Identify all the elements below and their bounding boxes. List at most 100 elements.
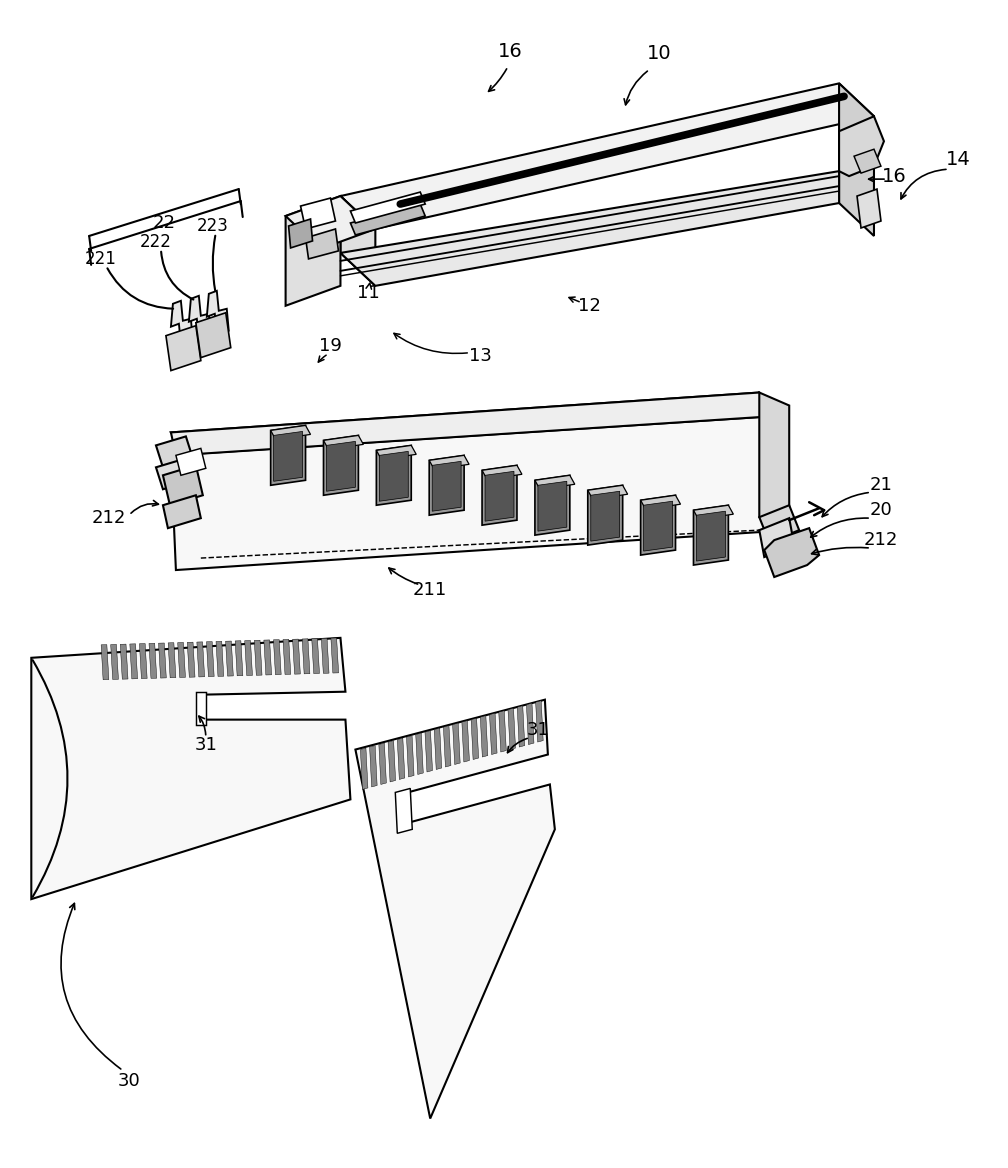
Polygon shape (482, 465, 522, 479)
Polygon shape (341, 172, 839, 286)
Polygon shape (517, 705, 525, 748)
Polygon shape (429, 456, 464, 515)
Polygon shape (285, 196, 375, 249)
Polygon shape (188, 296, 211, 339)
Polygon shape (139, 644, 147, 679)
Polygon shape (327, 442, 356, 492)
Text: 10: 10 (647, 44, 672, 63)
Polygon shape (538, 481, 566, 531)
Text: 30: 30 (118, 1071, 140, 1090)
Text: 222: 222 (140, 232, 172, 251)
Polygon shape (444, 725, 451, 767)
Polygon shape (187, 642, 195, 677)
Polygon shape (207, 291, 229, 334)
Polygon shape (302, 639, 309, 674)
Polygon shape (254, 640, 262, 675)
Polygon shape (453, 723, 461, 765)
Text: 22: 22 (152, 214, 175, 232)
Text: 12: 12 (579, 297, 601, 314)
Polygon shape (432, 461, 461, 512)
Polygon shape (245, 640, 252, 675)
Polygon shape (694, 506, 729, 565)
Polygon shape (641, 495, 675, 555)
Polygon shape (415, 734, 423, 774)
Polygon shape (270, 425, 310, 439)
Polygon shape (482, 465, 517, 526)
Polygon shape (305, 229, 339, 259)
Polygon shape (273, 431, 302, 481)
Polygon shape (481, 716, 488, 757)
Polygon shape (156, 458, 193, 489)
Polygon shape (196, 313, 231, 357)
Polygon shape (490, 714, 497, 755)
Polygon shape (163, 465, 203, 506)
Polygon shape (388, 741, 395, 781)
Polygon shape (156, 437, 193, 467)
Text: 31: 31 (195, 736, 218, 753)
Text: 221: 221 (85, 250, 117, 267)
Text: 223: 223 (197, 217, 229, 235)
Polygon shape (425, 731, 432, 772)
Polygon shape (839, 117, 884, 176)
Polygon shape (376, 445, 416, 459)
Text: 212: 212 (864, 531, 898, 549)
Polygon shape (288, 220, 312, 248)
Polygon shape (177, 642, 185, 677)
Polygon shape (226, 641, 233, 676)
Polygon shape (311, 639, 320, 674)
Polygon shape (588, 485, 623, 545)
Polygon shape (101, 645, 109, 680)
Polygon shape (235, 641, 243, 676)
Polygon shape (171, 301, 193, 343)
Polygon shape (857, 189, 881, 228)
Polygon shape (429, 456, 469, 470)
Polygon shape (839, 83, 874, 236)
Polygon shape (526, 703, 534, 744)
Text: 16: 16 (498, 42, 522, 61)
Polygon shape (759, 506, 799, 542)
Text: 211: 211 (413, 580, 448, 599)
Polygon shape (168, 642, 175, 677)
Polygon shape (370, 745, 377, 787)
Polygon shape (331, 638, 339, 673)
Polygon shape (322, 638, 329, 673)
Polygon shape (535, 475, 570, 535)
Polygon shape (379, 743, 386, 785)
Polygon shape (499, 710, 506, 752)
Polygon shape (395, 788, 412, 833)
Polygon shape (207, 641, 214, 676)
Polygon shape (166, 326, 201, 370)
Polygon shape (171, 392, 784, 456)
Polygon shape (197, 642, 205, 677)
Polygon shape (283, 639, 290, 674)
Polygon shape (31, 638, 351, 899)
Polygon shape (535, 475, 575, 489)
Polygon shape (270, 425, 305, 485)
Polygon shape (434, 728, 442, 770)
Polygon shape (356, 700, 554, 1119)
Text: 20: 20 (870, 501, 892, 520)
Polygon shape (171, 392, 779, 456)
Polygon shape (111, 645, 118, 680)
Polygon shape (130, 644, 137, 679)
Polygon shape (176, 449, 206, 475)
Polygon shape (149, 644, 156, 679)
Polygon shape (764, 528, 820, 577)
Polygon shape (508, 708, 515, 750)
Text: 14: 14 (947, 150, 971, 168)
Text: 31: 31 (526, 721, 549, 738)
Text: 11: 11 (357, 284, 380, 301)
Polygon shape (379, 451, 408, 501)
Polygon shape (341, 196, 375, 286)
Polygon shape (361, 748, 368, 790)
Polygon shape (591, 492, 620, 541)
Polygon shape (485, 472, 514, 521)
Text: 16: 16 (882, 167, 906, 186)
Text: 212: 212 (92, 509, 126, 527)
Polygon shape (324, 436, 364, 450)
Polygon shape (351, 192, 425, 223)
Text: 13: 13 (469, 347, 492, 364)
Polygon shape (535, 701, 543, 742)
Polygon shape (462, 721, 470, 762)
Polygon shape (171, 416, 789, 570)
